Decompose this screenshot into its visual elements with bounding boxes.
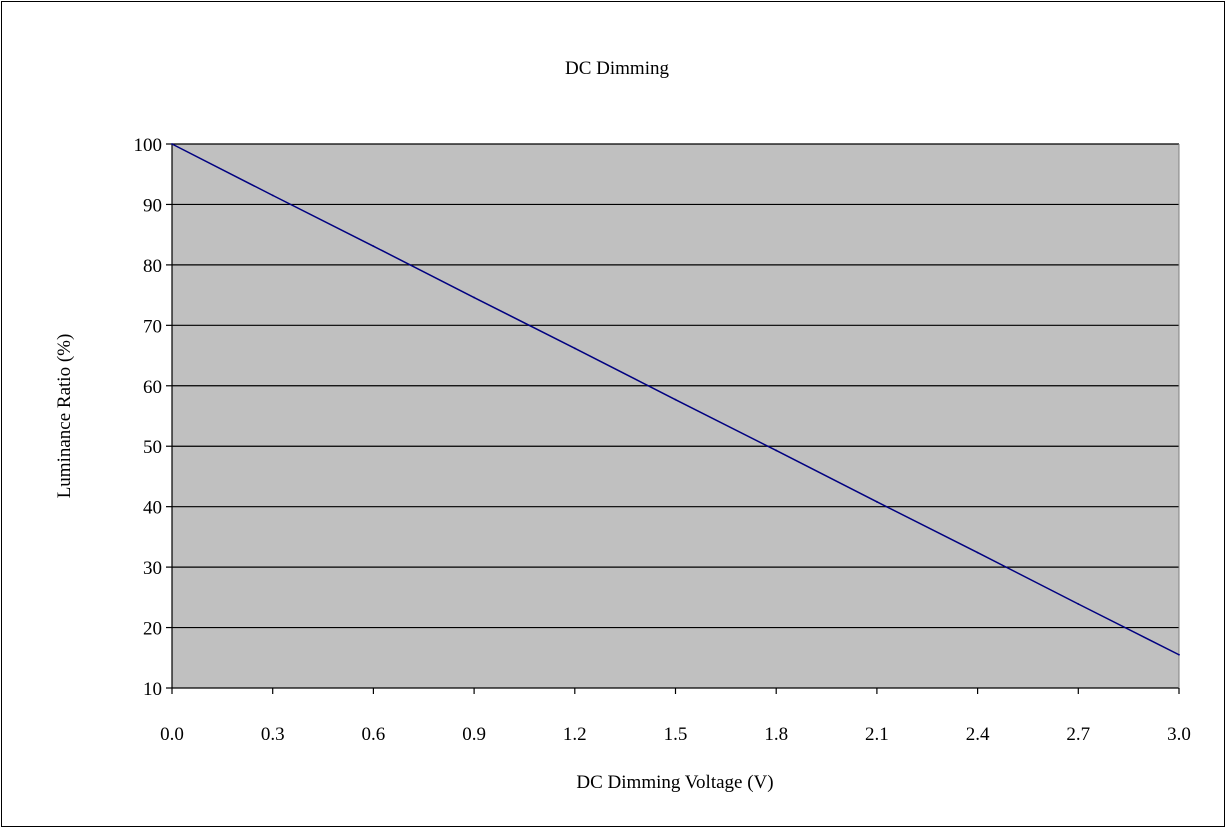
y-tick-label-100: 100 [134,135,163,156]
y-tick-label-50: 50 [143,437,162,458]
y-axis-ticks: 100 90 80 70 60 50 40 30 20 10 [134,135,172,700]
data-point-0-4 [573,347,576,350]
y-tick-label-90: 90 [143,195,162,216]
y-tick-label-20: 20 [143,619,162,640]
data-point-0-8 [976,551,979,554]
x-axis-ticks: 0.0 0.3 0.6 0.9 1.2 1.5 1.8 2.1 2.4 2.7 3.0 [160,688,1191,745]
data-point-0-5 [674,398,677,401]
x-axis-label: DC Dimming Voltage (V) [576,772,773,793]
data-point-0-10 [1178,653,1180,656]
x-tick-label-0.0: 0.0 [160,724,184,745]
y-tick-label-70: 70 [143,316,162,337]
x-tick-label-1.8: 1.8 [764,724,788,745]
x-tick-label-1.2: 1.2 [563,724,587,745]
x-tick-label-2.4: 2.4 [966,724,990,745]
chart-title: DC Dimming [565,58,669,79]
data-point-0-2 [372,245,375,248]
y-tick-label-80: 80 [143,256,162,277]
x-tick-label-1.5: 1.5 [664,724,688,745]
x-tick-label-2.1: 2.1 [865,724,889,745]
y-tick-label-40: 40 [143,498,162,519]
data-point-0-9 [1077,603,1080,605]
x-tick-label-3.0: 3.0 [1167,724,1191,745]
x-tick-label-0.3: 0.3 [261,724,285,745]
data-point-0-6 [775,449,778,452]
series-group [171,143,1180,656]
y-tick-label-30: 30 [143,558,162,579]
y-tick-label-10: 10 [143,679,162,700]
data-point-0-0 [171,143,173,145]
x-tick-label-0.6: 0.6 [362,724,386,745]
x-tick-label-2.7: 2.7 [1066,724,1090,745]
y-tick-label-60: 60 [143,377,162,398]
gridlines [172,143,1179,629]
y-axis-label: Luminance Ratio (%) [54,334,75,499]
data-point-0-7 [876,500,878,503]
plot-area [172,144,1179,688]
data-point-0-3 [473,296,475,299]
x-tick-label-0.9: 0.9 [462,724,486,745]
data-point-0-1 [271,194,274,197]
